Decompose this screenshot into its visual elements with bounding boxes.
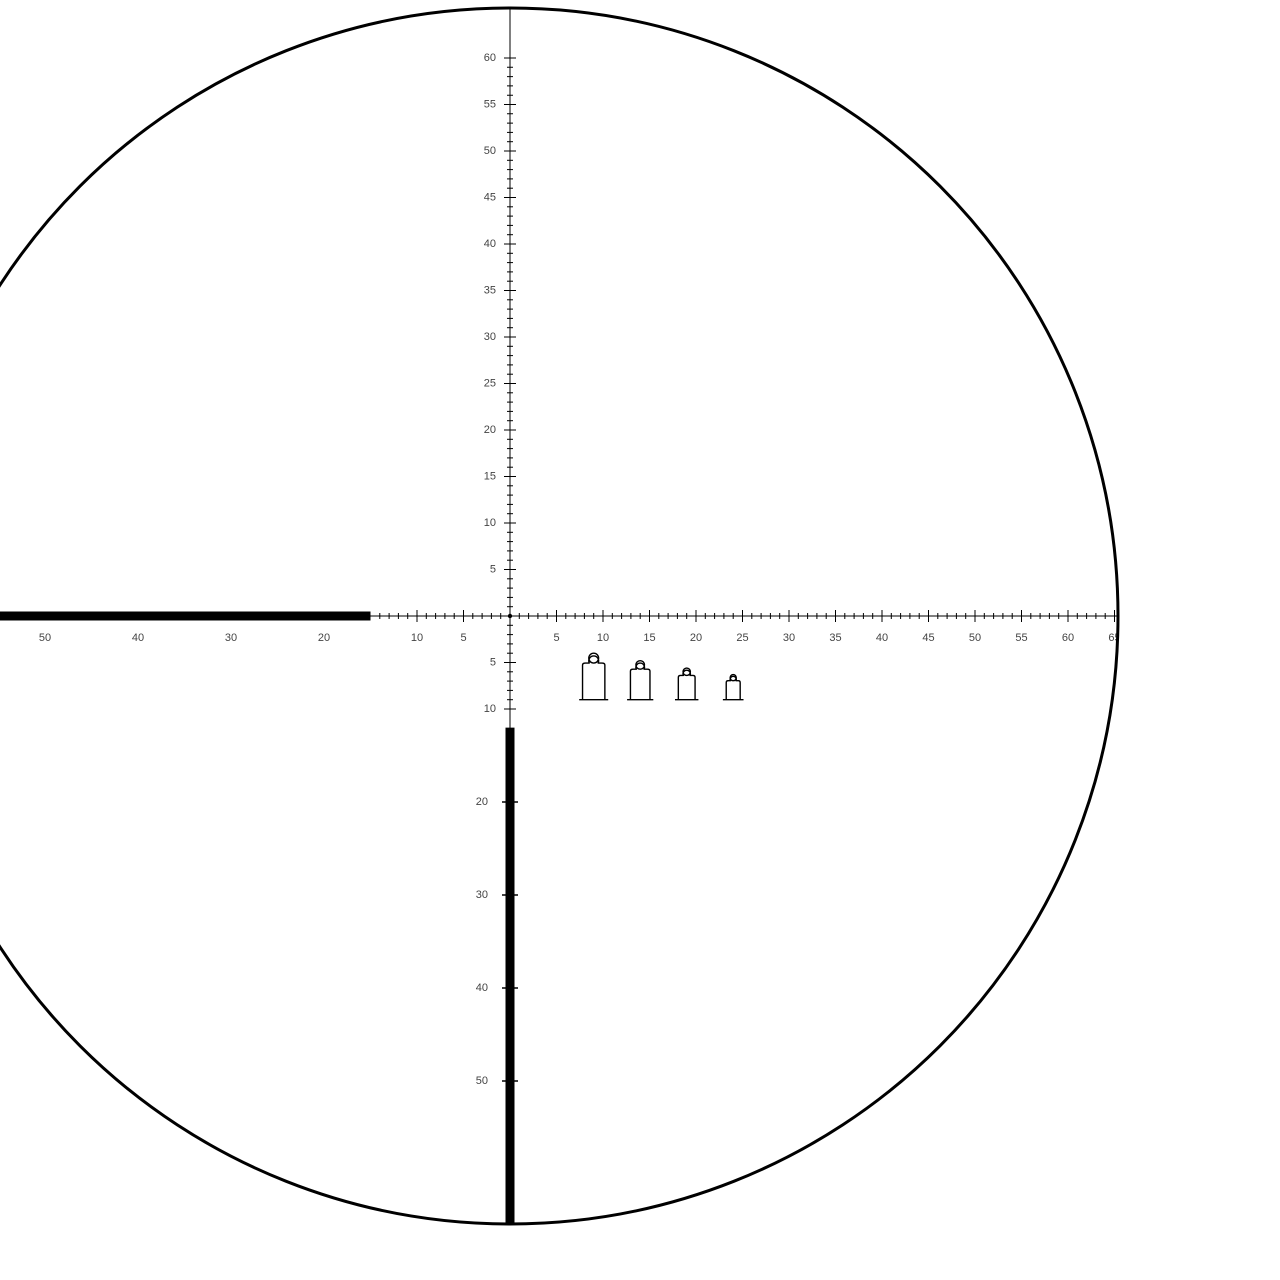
svg-text:50: 50 — [476, 1075, 488, 1087]
svg-text:15: 15 — [484, 470, 496, 482]
svg-text:25: 25 — [484, 377, 496, 389]
svg-text:5: 5 — [553, 632, 559, 644]
svg-text:55: 55 — [1015, 632, 1027, 644]
svg-text:30: 30 — [484, 331, 496, 343]
svg-text:60: 60 — [484, 52, 496, 64]
svg-text:30: 30 — [225, 632, 237, 644]
svg-text:15: 15 — [643, 632, 655, 644]
reticle-diagram: 5101520253035404550556065510203040505101… — [0, 0, 1280, 1280]
svg-text:55: 55 — [484, 98, 496, 110]
svg-text:10: 10 — [484, 703, 496, 715]
svg-text:40: 40 — [876, 632, 888, 644]
svg-text:50: 50 — [969, 632, 981, 644]
svg-text:50: 50 — [39, 632, 51, 644]
svg-text:25: 25 — [736, 632, 748, 644]
svg-text:20: 20 — [484, 424, 496, 436]
svg-text:30: 30 — [783, 632, 795, 644]
svg-text:5: 5 — [460, 632, 466, 644]
svg-text:20: 20 — [690, 632, 702, 644]
svg-text:20: 20 — [476, 796, 488, 808]
svg-text:50: 50 — [484, 145, 496, 157]
svg-text:5: 5 — [490, 656, 496, 668]
svg-text:35: 35 — [484, 284, 496, 296]
svg-text:30: 30 — [476, 889, 488, 901]
svg-text:40: 40 — [476, 982, 488, 994]
svg-text:10: 10 — [484, 517, 496, 529]
svg-text:45: 45 — [922, 632, 934, 644]
svg-text:10: 10 — [411, 632, 423, 644]
svg-text:10: 10 — [597, 632, 609, 644]
svg-text:45: 45 — [484, 191, 496, 203]
svg-text:5: 5 — [490, 563, 496, 575]
svg-text:20: 20 — [318, 632, 330, 644]
svg-text:60: 60 — [1062, 632, 1074, 644]
svg-text:35: 35 — [829, 632, 841, 644]
svg-text:40: 40 — [132, 632, 144, 644]
svg-text:40: 40 — [484, 238, 496, 250]
